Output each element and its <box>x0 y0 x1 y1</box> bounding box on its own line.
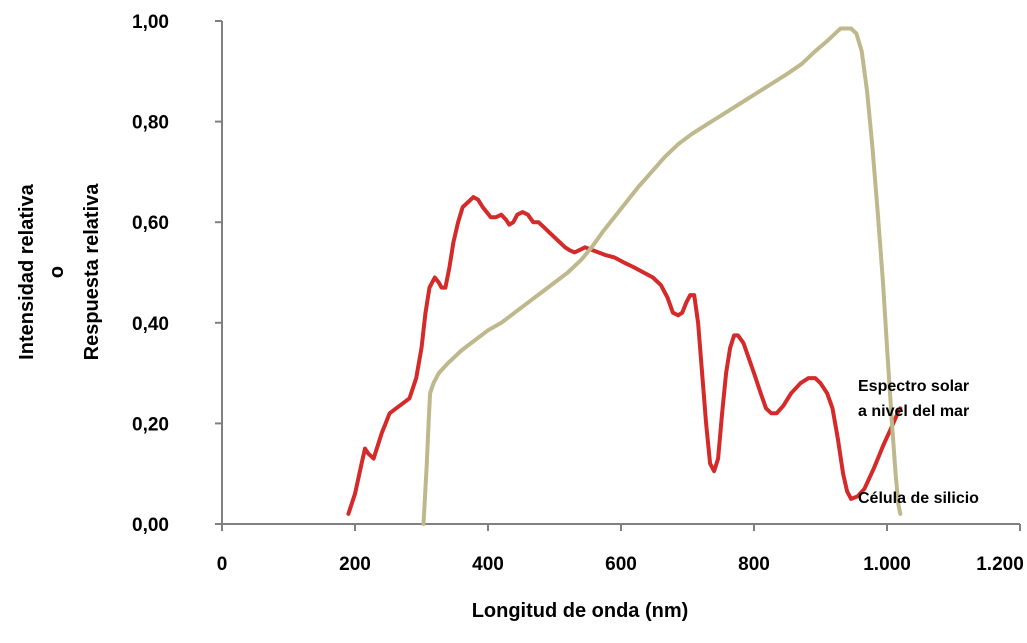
y-axis-title-line-3: Respuesta relativa <box>81 183 103 361</box>
x-tick-label: 200 <box>339 554 371 575</box>
y-axis-title-line-2: o <box>46 266 68 278</box>
x-tick-label: 1.000 <box>863 554 911 575</box>
y-tick-label: 0,20 <box>132 414 169 435</box>
y-axis-title-line-1: Intensidad relativa <box>16 183 38 359</box>
x-tick-label: 1.200 <box>976 554 1024 575</box>
y-tick-label: 1,00 <box>132 12 169 33</box>
x-axis-ticks: 0 200 400 600 800 1.000 1.200 <box>217 524 1024 575</box>
series-label-solar-line-2: a nivel del mar <box>858 403 969 420</box>
x-axis-title: Longitud de onda (nm) <box>472 600 689 622</box>
x-tick-label: 600 <box>605 554 637 575</box>
y-tick-label: 0,00 <box>132 515 169 536</box>
x-tick-label: 0 <box>217 554 228 575</box>
y-axis-ticks: 0,00 0,20 0,40 0,60 0,80 1,00 <box>132 12 222 536</box>
series-group <box>346 26 903 526</box>
series-label-silicon: Célula de silicio <box>858 490 979 507</box>
y-axis-title: Intensidad relativa o Respuesta relativa <box>16 183 103 361</box>
y-tick-label: 0,60 <box>132 213 169 234</box>
x-tick-label: 800 <box>738 554 770 575</box>
series-line-solar-spectrum <box>346 195 903 516</box>
series-label-solar-line-1: Espectro solar <box>858 378 969 395</box>
series-line-silicon-cell <box>421 26 903 526</box>
y-tick-label: 0,40 <box>132 314 169 335</box>
series-label-solar: Espectro solar a nivel del mar <box>858 378 969 420</box>
y-tick-label: 0,80 <box>132 113 169 134</box>
x-tick-label: 400 <box>472 554 504 575</box>
